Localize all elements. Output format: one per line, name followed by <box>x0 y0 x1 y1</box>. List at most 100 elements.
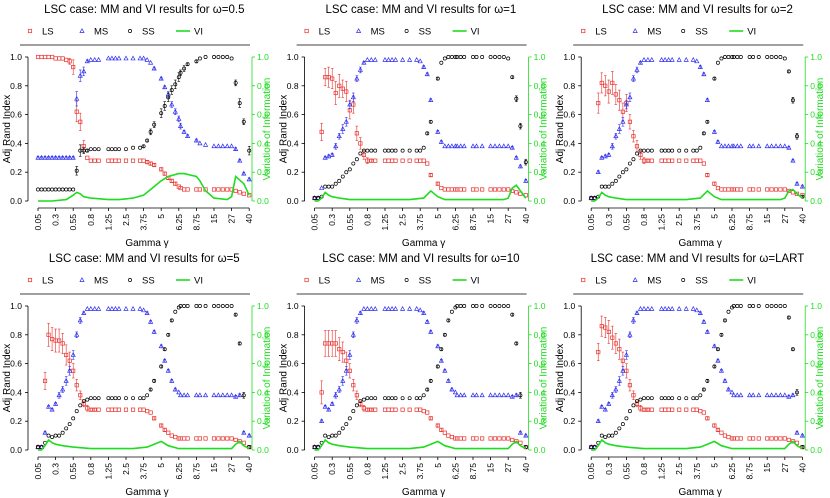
point-ss <box>738 304 743 308</box>
point-ls <box>694 407 699 412</box>
point-ls <box>233 188 238 193</box>
point-ls <box>735 187 740 192</box>
point-ms <box>690 305 696 311</box>
point-ms <box>782 143 788 149</box>
point-ss <box>390 148 394 153</box>
point-ss <box>241 393 246 398</box>
point-ms <box>747 143 753 149</box>
point-ss <box>386 396 391 401</box>
point-ls <box>712 423 717 428</box>
y2-tick-label: 0.6 <box>257 110 269 120</box>
point-ls <box>756 187 761 192</box>
y-tick-label: 0.4 <box>563 138 575 148</box>
point-ss <box>681 29 686 33</box>
point-ss <box>383 396 387 401</box>
point-ss <box>373 396 378 401</box>
point-ms <box>505 143 511 149</box>
legend-item-ls: LS <box>581 27 607 38</box>
point-ss <box>358 399 363 403</box>
point-ls <box>449 434 454 440</box>
y2-tick-label: 0.6 <box>810 110 822 120</box>
point-ss <box>659 396 664 401</box>
point-ms <box>669 305 675 311</box>
point-ss <box>113 396 118 401</box>
point-ls <box>620 109 625 114</box>
point-ss <box>649 396 654 401</box>
point-ss <box>610 433 615 438</box>
y2-axis-label: Variation of Information <box>262 78 273 181</box>
point-ls <box>337 347 342 352</box>
point-ms <box>623 101 629 107</box>
point-ms <box>428 97 434 103</box>
point-ss <box>344 422 349 427</box>
point-ms <box>116 305 122 311</box>
point-ms <box>319 418 325 424</box>
point-ms <box>357 310 363 316</box>
point-ls <box>216 187 221 192</box>
point-ss <box>124 147 128 152</box>
x-tick-label: 5 <box>156 214 166 219</box>
point-ss <box>418 396 423 401</box>
y-tick-label: 0.2 <box>287 167 299 177</box>
point-ss <box>439 60 444 65</box>
point-ss <box>501 55 506 59</box>
point-ms <box>414 56 420 62</box>
point-ls <box>369 158 374 163</box>
point-ms <box>649 56 655 62</box>
y2-axis-label: Variation of Information <box>815 327 826 430</box>
point-ms <box>372 56 378 62</box>
point-ss <box>220 304 225 308</box>
legend-label: LS <box>42 276 54 287</box>
point-ms <box>609 143 615 149</box>
point-ls <box>641 158 647 163</box>
x-tick-label: 15 <box>486 463 496 473</box>
point-ms <box>385 56 392 62</box>
point-ls <box>638 152 643 157</box>
point-ls <box>606 89 611 94</box>
x-tick-label: 0.55 <box>621 214 631 231</box>
point-ms <box>42 154 48 160</box>
point-ms <box>517 163 523 169</box>
x-tick-label: 1.25 <box>380 214 390 231</box>
point-ms <box>662 56 668 62</box>
point-ss <box>113 147 118 152</box>
point-ss <box>197 304 202 308</box>
point-ms <box>116 55 122 61</box>
point-ms <box>63 154 69 160</box>
point-ms <box>505 392 511 398</box>
point-ss <box>510 75 515 80</box>
point-ls <box>138 158 143 163</box>
point-ls <box>203 436 208 441</box>
legend-item-ls: LS <box>304 27 330 38</box>
point-ss <box>666 148 671 153</box>
point-ms <box>49 154 55 160</box>
point-ls <box>786 437 791 442</box>
point-ms <box>105 305 111 311</box>
y-tick-label: 0.0 <box>287 445 299 455</box>
y2-tick-label: 0.2 <box>810 416 822 426</box>
point-ms <box>322 403 328 409</box>
x-tick-label: 0.8 <box>362 463 372 475</box>
point-ls <box>46 54 51 60</box>
point-ms <box>84 305 90 311</box>
vi-line <box>591 188 803 202</box>
point-ss <box>795 390 799 395</box>
y2-tick-label: 1.0 <box>810 301 822 311</box>
point-ss <box>449 55 454 59</box>
point-ss <box>453 55 458 59</box>
point-ms <box>215 392 221 398</box>
point-ss <box>705 378 710 383</box>
point-ss <box>148 129 153 134</box>
point-ms <box>799 183 805 189</box>
point-ls <box>141 158 146 163</box>
point-ls <box>141 407 146 412</box>
point-ls <box>386 407 391 412</box>
series-vi <box>314 438 527 451</box>
point-ss <box>497 55 502 59</box>
point-ls <box>109 407 114 412</box>
point-ss <box>462 55 467 59</box>
point-ls <box>148 410 153 415</box>
point-ss <box>518 124 523 129</box>
point-ms <box>241 429 247 435</box>
point-ms <box>627 331 633 337</box>
